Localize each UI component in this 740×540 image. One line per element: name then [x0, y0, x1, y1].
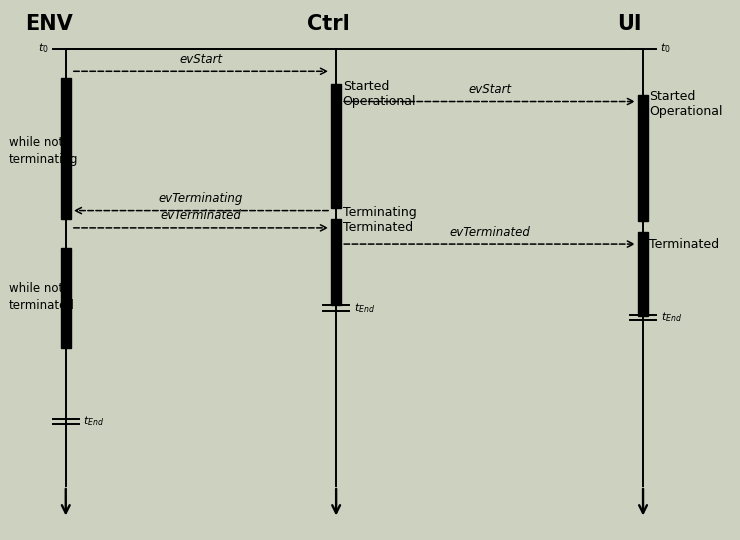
Text: evTerminated: evTerminated — [161, 210, 241, 222]
Text: while not
terminated: while not terminated — [9, 282, 75, 312]
Bar — [61, 78, 71, 219]
Text: UI: UI — [617, 14, 642, 33]
Text: $t_0$: $t_0$ — [38, 42, 49, 56]
Text: Started: Started — [649, 90, 696, 103]
Bar — [638, 94, 648, 221]
Text: Operational: Operational — [649, 105, 722, 118]
Text: Started: Started — [343, 80, 389, 93]
Text: $t_{End}$: $t_{End}$ — [661, 310, 682, 325]
Text: Terminated: Terminated — [649, 238, 719, 251]
Bar — [61, 248, 71, 348]
Text: Terminating: Terminating — [343, 206, 417, 219]
Bar — [638, 232, 648, 316]
Text: ENV: ENV — [26, 14, 73, 33]
Text: Terminated: Terminated — [343, 221, 413, 234]
Text: $t_{End}$: $t_{End}$ — [84, 414, 104, 428]
Text: $t_{End}$: $t_{End}$ — [354, 301, 375, 315]
Text: evTerminated: evTerminated — [449, 226, 530, 239]
Bar — [331, 84, 341, 208]
Bar — [331, 219, 341, 305]
Text: Ctrl: Ctrl — [307, 14, 350, 33]
Text: $t_0$: $t_0$ — [660, 42, 670, 56]
Text: evStart: evStart — [468, 83, 511, 96]
Text: evTerminating: evTerminating — [159, 192, 243, 205]
Text: while not
terminating: while not terminating — [9, 137, 78, 166]
Text: Operational: Operational — [343, 95, 416, 108]
Text: evStart: evStart — [179, 53, 223, 66]
